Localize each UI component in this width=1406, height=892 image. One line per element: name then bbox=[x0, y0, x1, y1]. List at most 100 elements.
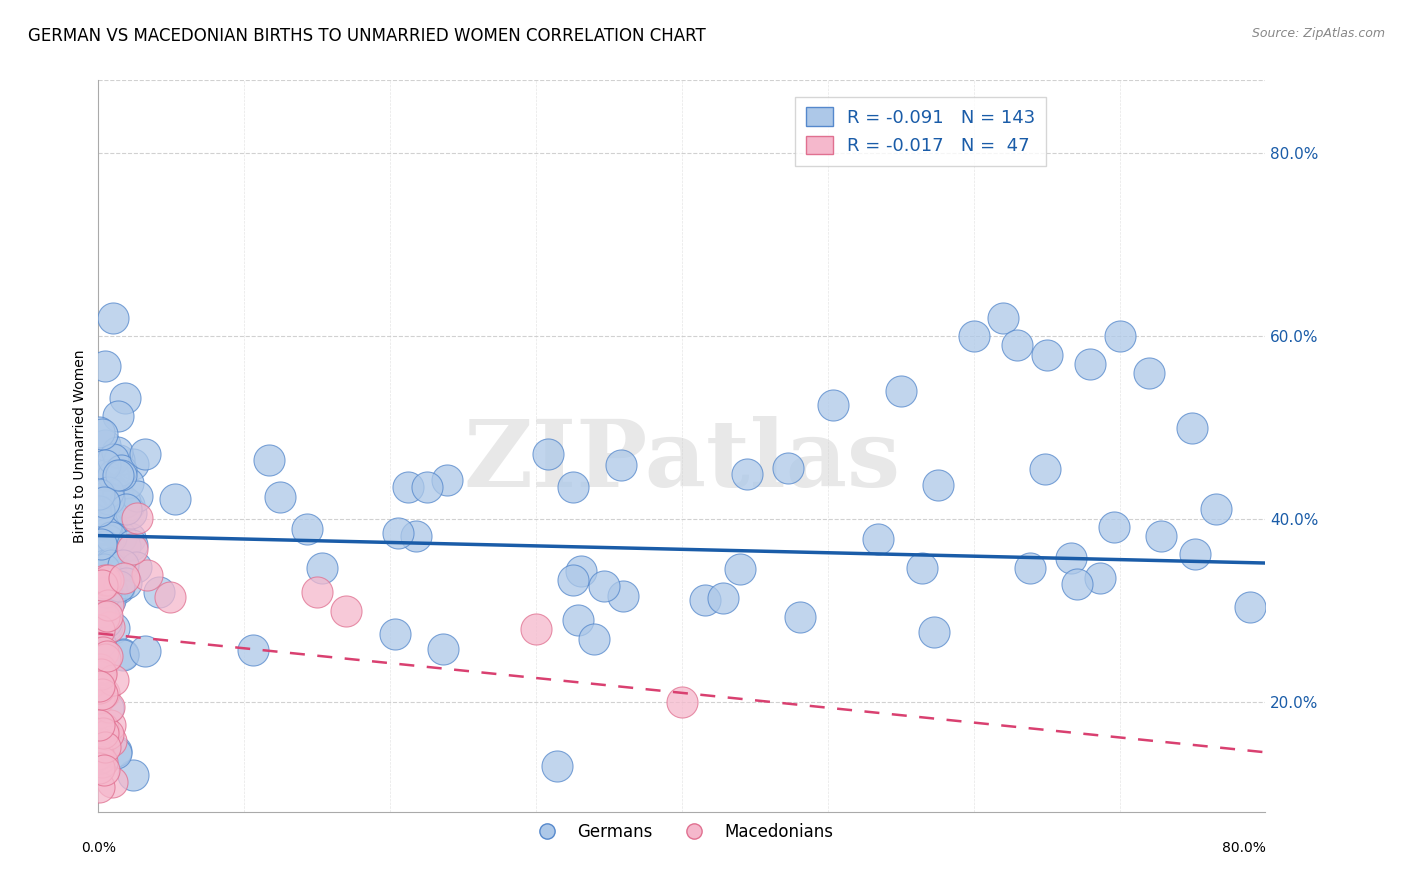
Point bbox=[94, 359, 117, 374]
Point bbox=[1239, 599, 1261, 614]
Point bbox=[257, 453, 280, 467]
Point bbox=[91, 645, 114, 659]
Point bbox=[387, 526, 409, 541]
Point bbox=[94, 518, 117, 533]
Point bbox=[561, 480, 583, 494]
Point bbox=[159, 590, 181, 604]
Point bbox=[728, 561, 751, 575]
Point bbox=[117, 476, 139, 491]
Point bbox=[91, 426, 114, 441]
Point bbox=[93, 562, 115, 576]
Point bbox=[93, 494, 115, 508]
Point bbox=[94, 573, 117, 587]
Point bbox=[890, 384, 912, 398]
Point bbox=[524, 622, 547, 636]
Point bbox=[93, 739, 115, 754]
Point bbox=[98, 593, 121, 607]
Point bbox=[311, 560, 333, 574]
Point bbox=[711, 591, 734, 605]
Point bbox=[121, 538, 143, 552]
Point bbox=[1184, 547, 1206, 561]
Point bbox=[96, 608, 118, 623]
Point bbox=[89, 653, 111, 667]
Point bbox=[89, 736, 111, 750]
Point bbox=[115, 576, 138, 591]
Point bbox=[118, 498, 141, 512]
Point bbox=[93, 764, 115, 778]
Point bbox=[1018, 561, 1040, 575]
Point bbox=[107, 453, 129, 467]
Point bbox=[1205, 502, 1227, 516]
Point bbox=[108, 579, 131, 593]
Point bbox=[384, 627, 406, 641]
Point bbox=[100, 557, 122, 571]
Point bbox=[112, 558, 135, 572]
Text: GERMAN VS MACEDONIAN BIRTHS TO UNMARRIED WOMEN CORRELATION CHART: GERMAN VS MACEDONIAN BIRTHS TO UNMARRIED… bbox=[28, 27, 706, 45]
Point bbox=[546, 759, 568, 773]
Point bbox=[89, 598, 111, 612]
Text: ZIPatlas: ZIPatlas bbox=[464, 416, 900, 506]
Point bbox=[416, 480, 439, 494]
Point bbox=[89, 623, 111, 637]
Point bbox=[868, 532, 890, 546]
Point bbox=[122, 768, 145, 782]
Point bbox=[90, 602, 112, 616]
Point bbox=[90, 577, 112, 591]
Point bbox=[87, 642, 110, 657]
Point bbox=[927, 478, 949, 492]
Point bbox=[87, 534, 110, 549]
Point bbox=[1007, 338, 1029, 352]
Point bbox=[583, 632, 606, 646]
Point bbox=[97, 484, 120, 499]
Point bbox=[93, 686, 115, 700]
Point bbox=[98, 491, 121, 506]
Point bbox=[101, 483, 124, 498]
Point bbox=[103, 622, 125, 636]
Point bbox=[120, 531, 142, 545]
Point bbox=[112, 571, 135, 585]
Point bbox=[110, 531, 132, 545]
Point bbox=[94, 438, 117, 452]
Point bbox=[735, 467, 758, 481]
Point bbox=[1150, 529, 1173, 543]
Point bbox=[94, 539, 117, 553]
Point bbox=[90, 537, 112, 551]
Point bbox=[87, 747, 110, 761]
Point bbox=[91, 655, 114, 669]
Point bbox=[96, 593, 118, 607]
Point bbox=[297, 522, 319, 536]
Point bbox=[1080, 357, 1102, 371]
Point bbox=[87, 425, 110, 439]
Point bbox=[101, 775, 124, 789]
Point bbox=[110, 463, 132, 477]
Point bbox=[1066, 576, 1088, 591]
Point bbox=[436, 473, 458, 487]
Text: Source: ZipAtlas.com: Source: ZipAtlas.com bbox=[1251, 27, 1385, 40]
Point bbox=[94, 585, 117, 599]
Point bbox=[107, 409, 129, 424]
Point bbox=[91, 552, 114, 566]
Point bbox=[100, 558, 122, 573]
Point bbox=[98, 717, 121, 731]
Point bbox=[127, 511, 149, 525]
Point bbox=[1033, 462, 1056, 476]
Point bbox=[567, 613, 589, 627]
Point bbox=[122, 458, 145, 472]
Point bbox=[100, 734, 122, 748]
Point bbox=[93, 575, 115, 590]
Point bbox=[108, 581, 131, 595]
Point bbox=[110, 468, 132, 483]
Point bbox=[1060, 551, 1083, 566]
Point bbox=[98, 700, 121, 714]
Point bbox=[87, 681, 110, 695]
Point bbox=[89, 691, 111, 706]
Point bbox=[163, 492, 186, 507]
Point bbox=[105, 488, 128, 502]
Point bbox=[97, 533, 120, 548]
Point bbox=[89, 606, 111, 620]
Point bbox=[107, 487, 129, 501]
Point bbox=[114, 391, 136, 405]
Point bbox=[91, 542, 114, 557]
Point bbox=[101, 451, 124, 466]
Point bbox=[335, 603, 357, 617]
